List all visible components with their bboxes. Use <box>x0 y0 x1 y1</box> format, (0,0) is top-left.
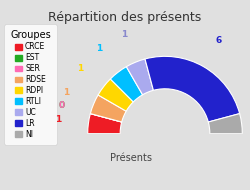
Legend: CRCE, EST, SER, RDSE, RDPI, RTLI, UC, LR, NI: CRCE, EST, SER, RDSE, RDPI, RTLI, UC, LR… <box>6 27 55 142</box>
Wedge shape <box>90 114 122 122</box>
Text: 1: 1 <box>63 88 69 97</box>
Text: 1: 1 <box>96 44 103 53</box>
Wedge shape <box>208 114 242 134</box>
Text: 1: 1 <box>121 30 127 39</box>
Text: 0: 0 <box>58 101 64 110</box>
Wedge shape <box>88 134 242 190</box>
Wedge shape <box>90 114 122 122</box>
Text: 6: 6 <box>216 36 222 45</box>
Text: Présents: Présents <box>110 153 152 163</box>
Wedge shape <box>145 56 240 122</box>
Text: Répartition des présents: Répartition des présents <box>48 11 202 24</box>
Wedge shape <box>110 67 142 102</box>
Wedge shape <box>98 79 133 111</box>
Wedge shape <box>126 59 154 95</box>
Text: 0: 0 <box>58 101 64 110</box>
Text: 1: 1 <box>56 115 62 124</box>
Wedge shape <box>90 95 126 122</box>
Wedge shape <box>88 114 122 134</box>
Text: 1: 1 <box>77 64 83 73</box>
